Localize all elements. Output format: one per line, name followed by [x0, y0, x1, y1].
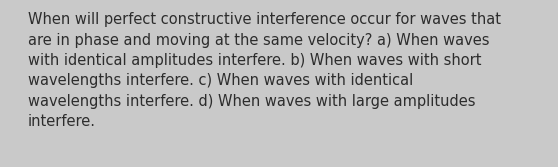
Text: wavelengths interfere. c) When waves with identical: wavelengths interfere. c) When waves wit… [28, 73, 413, 89]
Text: are in phase and moving at the same velocity? a) When waves: are in phase and moving at the same velo… [28, 33, 489, 47]
Text: wavelengths interfere. d) When waves with large amplitudes: wavelengths interfere. d) When waves wit… [28, 94, 475, 109]
Text: When will perfect constructive interference occur for waves that: When will perfect constructive interfere… [28, 12, 501, 27]
Text: interfere.: interfere. [28, 115, 96, 129]
Text: with identical amplitudes interfere. b) When waves with short: with identical amplitudes interfere. b) … [28, 53, 482, 68]
